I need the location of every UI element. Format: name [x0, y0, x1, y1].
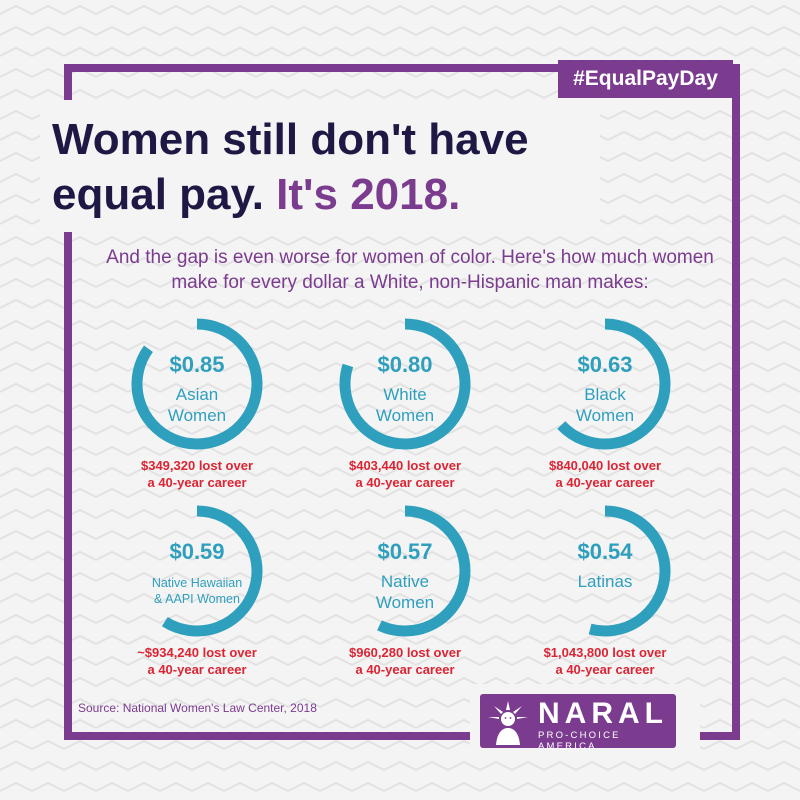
ring-loss-label: ~$934,240 lost over: [137, 645, 257, 660]
source-note: Source: National Women's Law Center, 201…: [78, 701, 317, 715]
purple-frame: [64, 64, 740, 740]
ring-group-label: Women: [576, 406, 634, 425]
ring-loss-label: a 40-year career: [555, 475, 654, 490]
ring-group-label: Asian: [176, 385, 219, 404]
logo-name: NARAL: [538, 697, 668, 730]
title-line-1: Women still don't have: [52, 115, 529, 164]
ring-value-label: $0.80: [377, 352, 432, 377]
logo-tagline: PRO-CHOICE AMERICA: [538, 730, 621, 752]
ring-loss-label: $960,280 lost over: [349, 645, 461, 660]
ring-arc-6: [588, 505, 671, 637]
ring-group-label: Black: [584, 385, 626, 404]
ring-value-label: $0.85: [169, 352, 224, 377]
ring-group-label: Women: [376, 406, 434, 425]
ring-loss-label: $349,320 lost over: [141, 458, 253, 473]
ring-loss-label: a 40-year career: [355, 662, 454, 677]
ring-loss-label: a 40-year career: [147, 662, 246, 677]
ring-group-label: Women: [376, 593, 434, 612]
page-title: Women still don't have equal pay. It's 2…: [52, 112, 529, 222]
ring-group-label: Latinas: [578, 572, 633, 591]
ring-value-label: $0.57: [377, 539, 432, 564]
ring-loss-label: a 40-year career: [555, 662, 654, 677]
ring-arc-4: [161, 505, 263, 637]
ring-group-label: Native Hawaiian: [152, 576, 242, 590]
subtitle: And the gap is even worse for women of c…: [106, 247, 714, 293]
ring-arc-2: [339, 318, 471, 450]
ring-loss-label: a 40-year career: [147, 475, 246, 490]
title-line-2: equal pay.: [52, 170, 264, 219]
ring-value-label: $0.63: [577, 352, 632, 377]
ring-arc-1: [131, 318, 263, 450]
ring-arc-3: [557, 318, 671, 450]
ring-group-label: & AAPI Women: [154, 592, 240, 606]
naral-logo: NARAL PRO-CHOICE AMERICA: [480, 694, 676, 752]
ring-loss-label: $1,043,800 lost over: [544, 645, 667, 660]
ring-loss-label: $403,440 lost over: [349, 458, 461, 473]
statue-of-liberty-icon: [488, 701, 528, 745]
title-highlight: It's 2018.: [276, 170, 461, 219]
ring-value-label: $0.54: [577, 539, 633, 564]
ring-arc-5: [377, 505, 471, 637]
ring-group-label: White: [383, 385, 426, 404]
title-backdrop: [40, 100, 600, 232]
ring-group-label: Native: [381, 572, 429, 591]
ring-value-label: $0.59: [169, 539, 224, 564]
ring-group-label: Women: [168, 406, 226, 425]
ring-loss-label: $840,040 lost over: [549, 458, 661, 473]
hashtag-badge: #EqualPayDay: [558, 60, 733, 98]
ring-loss-label: a 40-year career: [355, 475, 454, 490]
